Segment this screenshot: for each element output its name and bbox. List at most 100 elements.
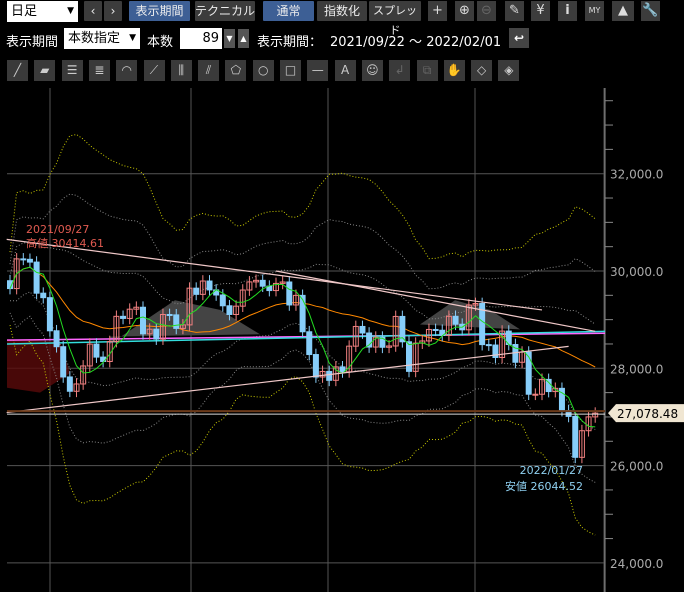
candle [479, 297, 486, 351]
eraser-tool-icon[interactable]: ◇ [471, 60, 493, 81]
hline-tool-icon[interactable]: — [307, 60, 329, 81]
index-button[interactable]: 指数化 [317, 1, 367, 21]
candle-body [525, 351, 532, 395]
candle-body [306, 331, 313, 356]
low-date-label: 2022/01/27 [520, 464, 583, 477]
copy-tool-icon[interactable]: ⧉ [416, 60, 438, 81]
trendline-tool-icon[interactable]: ╱ [7, 60, 28, 81]
candle [266, 280, 273, 297]
candle [40, 287, 47, 304]
undo-tool-icon[interactable]: ↲ [389, 60, 411, 81]
count-up-button[interactable]: ▲ [238, 29, 249, 48]
candle [339, 361, 346, 378]
icon-tool-icon[interactable]: ☺ [361, 60, 383, 81]
crosshair-icon[interactable]: + [428, 1, 447, 21]
candle [312, 348, 319, 383]
candle-body [233, 305, 240, 315]
candle-body [246, 281, 253, 291]
candle-body [339, 366, 346, 373]
ichimoku-cloud-gray [420, 300, 520, 330]
prev-button[interactable]: ‹ [84, 1, 102, 21]
candle [60, 340, 67, 383]
last-price-label: 27,078.48 [617, 407, 678, 421]
count-down-button[interactable]: ▼ [224, 29, 235, 48]
area-chart-icon[interactable]: ▲ [612, 1, 634, 21]
timeframe-select[interactable]: 日足 ▼ [7, 1, 78, 22]
zoom-out-icon[interactable]: ⊖ [477, 1, 496, 21]
date-range: 2021/09/22 ～ 2022/02/01 [330, 35, 502, 50]
hlines5-tool-icon[interactable]: ≣ [88, 60, 110, 81]
candle-body [445, 315, 452, 336]
text-eraser-tool-icon[interactable]: ◈ [498, 60, 520, 81]
candle-body [93, 343, 100, 358]
polygon-tool-icon[interactable]: ⬠ [225, 60, 247, 81]
candle-body [199, 280, 206, 295]
candle-body [326, 370, 333, 381]
candle-body [153, 328, 160, 340]
candle-body [66, 376, 73, 392]
hlines3-tool-icon[interactable]: ☰ [61, 60, 83, 81]
gann-tool-icon[interactable]: ⫽ [198, 60, 220, 81]
wrench-icon[interactable]: 🔧 [641, 1, 660, 21]
yen-icon[interactable]: ¥ [531, 1, 550, 21]
y-tick-label: 24,000.0 [610, 557, 663, 571]
bollinger-band [9, 312, 596, 483]
candle [26, 253, 33, 268]
candle-body [399, 315, 406, 343]
candle-body [386, 345, 393, 348]
my-chart-icon[interactable]: MY [585, 1, 604, 21]
normal-button[interactable]: 通常 [263, 1, 314, 21]
candle [199, 275, 206, 301]
candle-body [146, 328, 153, 335]
candle [286, 276, 293, 311]
candle-body [572, 415, 579, 458]
info-icon[interactable]: i [558, 1, 577, 21]
tab-period[interactable]: 表示期間 [129, 1, 190, 21]
period-mode-select[interactable]: 本数指定 ▼ [64, 28, 140, 49]
candle-body [279, 281, 286, 284]
candle-body [219, 294, 226, 307]
hand-tool-icon[interactable]: ✋ [443, 60, 465, 81]
candle-body [578, 430, 585, 458]
zoom-in-icon[interactable]: ⊕ [455, 1, 474, 21]
tab-technical[interactable]: テクニカル [195, 1, 255, 21]
next-button[interactable]: › [104, 1, 122, 21]
candle [233, 300, 240, 321]
candle-body [60, 346, 67, 378]
candle-body [106, 341, 113, 362]
candle [419, 335, 426, 349]
rect-tool-icon[interactable]: □ [280, 60, 301, 81]
candle-body [173, 314, 180, 329]
candle [246, 276, 253, 296]
circle-tool-icon[interactable]: ○ [252, 60, 274, 81]
candle [186, 282, 193, 331]
arc-tool-icon[interactable]: ◠ [116, 60, 138, 81]
candle-body [472, 302, 479, 306]
pencil-icon[interactable]: ✎ [505, 1, 524, 21]
candle-body [592, 412, 599, 418]
range-label: 表示期間： [257, 35, 323, 50]
reset-icon[interactable]: ↩ [509, 28, 529, 48]
candle-body [359, 325, 366, 334]
candle [379, 331, 386, 354]
candle-body [406, 341, 412, 372]
candle [366, 327, 373, 353]
candle [352, 320, 359, 353]
candle-body [140, 306, 146, 335]
candle [545, 373, 552, 398]
candle [206, 275, 213, 296]
fan-tool-icon[interactable]: ⟋ [143, 60, 165, 81]
vlines-tool-icon[interactable]: ⫼ [170, 60, 192, 81]
candle-body [372, 336, 379, 348]
bollinger-band-3sigma [9, 324, 596, 536]
candle [20, 253, 27, 266]
price-chart[interactable]: 32,000.0 30,000.0 28,000.0 26,000.0 24,000.0… [0, 88, 684, 592]
candle [445, 310, 452, 342]
text-tool-icon[interactable]: A [334, 60, 356, 81]
spread-button[interactable]: スプレッド [369, 1, 421, 37]
parallel-tool-icon[interactable]: ▰ [34, 60, 56, 81]
candle [239, 284, 246, 313]
candle [326, 365, 333, 387]
candle-body [392, 315, 399, 347]
count-input[interactable]: 89 [180, 28, 222, 49]
